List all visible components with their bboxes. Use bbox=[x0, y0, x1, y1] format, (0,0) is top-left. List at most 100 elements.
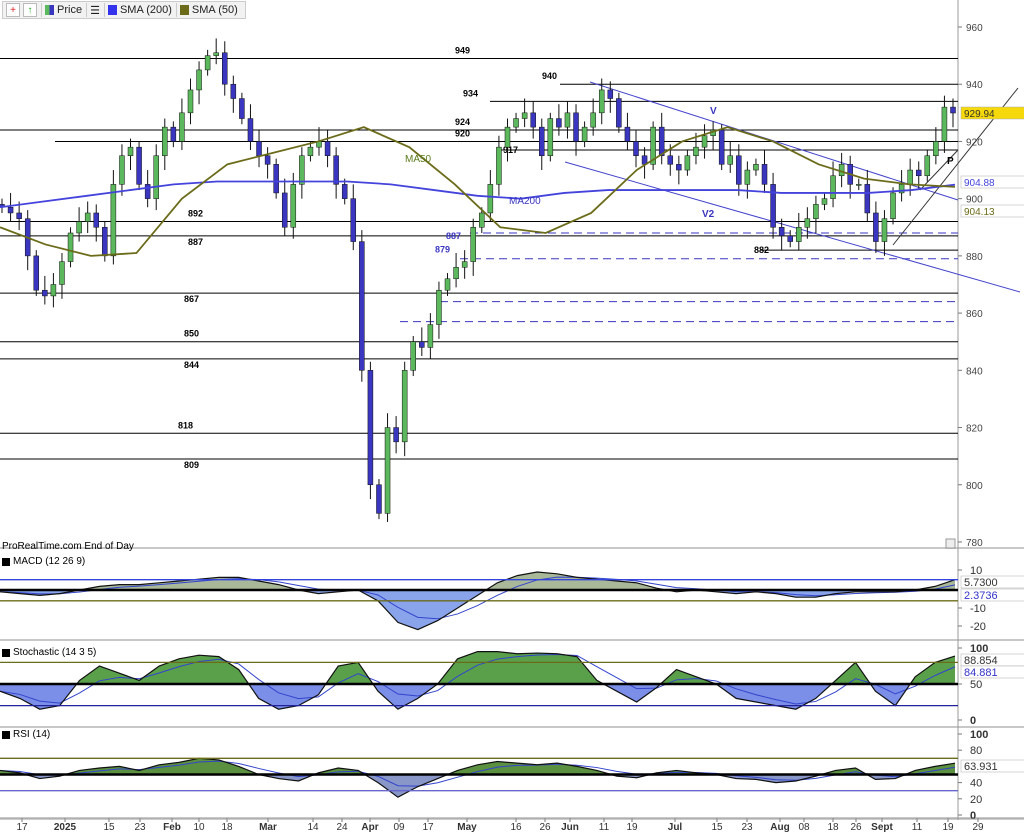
list-icon[interactable]: ☰ bbox=[90, 4, 100, 17]
candle-up bbox=[856, 184, 862, 186]
candle-down bbox=[633, 141, 639, 156]
x-tick-label: 23 bbox=[741, 822, 753, 833]
candle-up bbox=[727, 155, 733, 165]
blue-level-label: 887 bbox=[446, 231, 461, 241]
candle-down bbox=[281, 192, 288, 228]
legend-price[interactable]: Price bbox=[45, 3, 88, 17]
candle-up bbox=[84, 212, 91, 222]
x-tick-label: 16 bbox=[510, 822, 522, 833]
candle-down bbox=[341, 184, 348, 199]
stochastic-signal-line bbox=[0, 653, 956, 705]
x-tick-label: 29 bbox=[972, 822, 984, 833]
candle-down bbox=[350, 198, 357, 242]
candle-up bbox=[521, 112, 528, 119]
candle-up bbox=[813, 204, 819, 219]
x-tick-label: Sept bbox=[871, 822, 893, 833]
x-tick-label: 17 bbox=[16, 822, 28, 833]
candle-down bbox=[667, 155, 674, 165]
x-tick-label: Jun bbox=[561, 822, 579, 833]
candle-up bbox=[179, 112, 185, 142]
candle-up bbox=[907, 169, 913, 185]
macd-area-positive bbox=[0, 572, 955, 590]
macd-tick-label: -10 bbox=[970, 603, 986, 615]
x-tick-label: 24 bbox=[336, 822, 348, 833]
stochastic-readout-bg bbox=[960, 665, 1024, 679]
candle-down bbox=[33, 255, 40, 291]
zoom-in-icon[interactable]: + bbox=[6, 3, 20, 17]
rsi-title: RSI (14) bbox=[13, 729, 51, 740]
candle-up bbox=[590, 112, 596, 128]
candle-down bbox=[359, 241, 365, 371]
level-label: 934 bbox=[463, 88, 478, 98]
x-tick-label: 10 bbox=[193, 822, 205, 833]
rsi-label[interactable]: RSI (14) bbox=[2, 729, 50, 740]
x-tick-label: 18 bbox=[221, 822, 233, 833]
candle-up bbox=[127, 146, 134, 156]
candle-up bbox=[290, 184, 297, 228]
candle-down bbox=[376, 484, 382, 514]
x-tick-label: 09 bbox=[393, 822, 405, 833]
x-tick-label: 11 bbox=[912, 822, 923, 833]
level-label: 892 bbox=[188, 209, 203, 219]
annotation-v2: V2 bbox=[702, 209, 715, 220]
candle-down bbox=[915, 169, 922, 177]
rsi-tick-label: 40 bbox=[970, 778, 982, 790]
sma200-line bbox=[0, 180, 956, 209]
x-tick-label: Feb bbox=[163, 822, 181, 833]
source-label: ProRealTime.com End of Day bbox=[2, 541, 134, 552]
level-label: 850 bbox=[184, 329, 199, 339]
candle-up bbox=[187, 89, 194, 114]
stochastic-label[interactable]: Stochastic (14 3 5) bbox=[2, 647, 96, 658]
candle-down bbox=[16, 212, 22, 219]
candle-up bbox=[487, 184, 494, 214]
up-arrow-icon[interactable]: ↑ bbox=[23, 3, 37, 17]
candle-down bbox=[607, 89, 614, 99]
candle-up bbox=[650, 126, 656, 165]
x-tick-label: 19 bbox=[626, 822, 638, 833]
candle-up bbox=[479, 212, 485, 228]
candle-down bbox=[7, 206, 14, 214]
candle-up bbox=[307, 146, 314, 156]
rsi-tick-label: 0 bbox=[970, 810, 976, 822]
candle-down bbox=[718, 129, 725, 165]
candle-up bbox=[881, 218, 888, 242]
legend-sma200-label: SMA (200) bbox=[119, 4, 172, 16]
candle-up bbox=[898, 184, 905, 194]
candle-up bbox=[67, 232, 74, 262]
price-tick-label: 860 bbox=[966, 309, 983, 320]
price-tick-label: 840 bbox=[966, 366, 983, 377]
candle-up bbox=[436, 289, 442, 325]
candle-up bbox=[110, 184, 117, 257]
macd-readout-bg bbox=[960, 575, 1024, 589]
annotation-v: V bbox=[710, 106, 717, 117]
x-tick-label: 15 bbox=[711, 822, 723, 833]
rsi-readout: 63.931 bbox=[964, 761, 998, 773]
stochastic-main-line bbox=[0, 650, 956, 710]
candle-up bbox=[461, 261, 468, 268]
candle-up bbox=[890, 192, 896, 219]
macd-label[interactable]: MACD (12 26 9) bbox=[2, 556, 85, 567]
stochastic-color-icon bbox=[2, 648, 10, 657]
legend-sma50[interactable]: SMA (50) bbox=[179, 3, 242, 17]
candle-up bbox=[119, 155, 125, 185]
price-tick-label: 940 bbox=[966, 80, 983, 91]
stochastic-tick-label: 50 bbox=[970, 679, 982, 691]
sma200-badge: 904.88 bbox=[964, 178, 995, 189]
legend-sma200[interactable]: SMA (200) bbox=[107, 3, 177, 17]
candle-down bbox=[136, 146, 142, 185]
last-price-badge: 929.94 bbox=[964, 109, 995, 120]
rsi-area-positive bbox=[0, 758, 955, 775]
price-tick-label: 900 bbox=[966, 195, 983, 206]
candle-down bbox=[393, 427, 399, 443]
macd-readout-bg bbox=[960, 588, 1024, 602]
x-tick-label: 08 bbox=[798, 822, 810, 833]
level-label: 940 bbox=[542, 71, 557, 81]
rsi-tick-label: 80 bbox=[970, 745, 982, 757]
stochastic-readout: 84.881 bbox=[964, 667, 998, 679]
sma50-badge: 904.13 bbox=[964, 207, 995, 218]
macd-readout: 2.3736 bbox=[964, 590, 998, 602]
channel-lower-line bbox=[564, 161, 1021, 293]
sma50-badge-bg bbox=[960, 204, 1024, 218]
